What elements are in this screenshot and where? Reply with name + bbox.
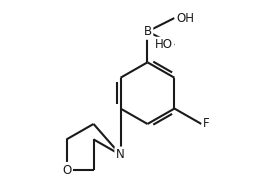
Text: O: O (62, 164, 71, 177)
Text: N: N (116, 148, 125, 161)
Text: B: B (143, 25, 151, 38)
Text: HO: HO (155, 38, 173, 51)
Text: OH: OH (176, 11, 194, 24)
Text: F: F (203, 117, 210, 131)
